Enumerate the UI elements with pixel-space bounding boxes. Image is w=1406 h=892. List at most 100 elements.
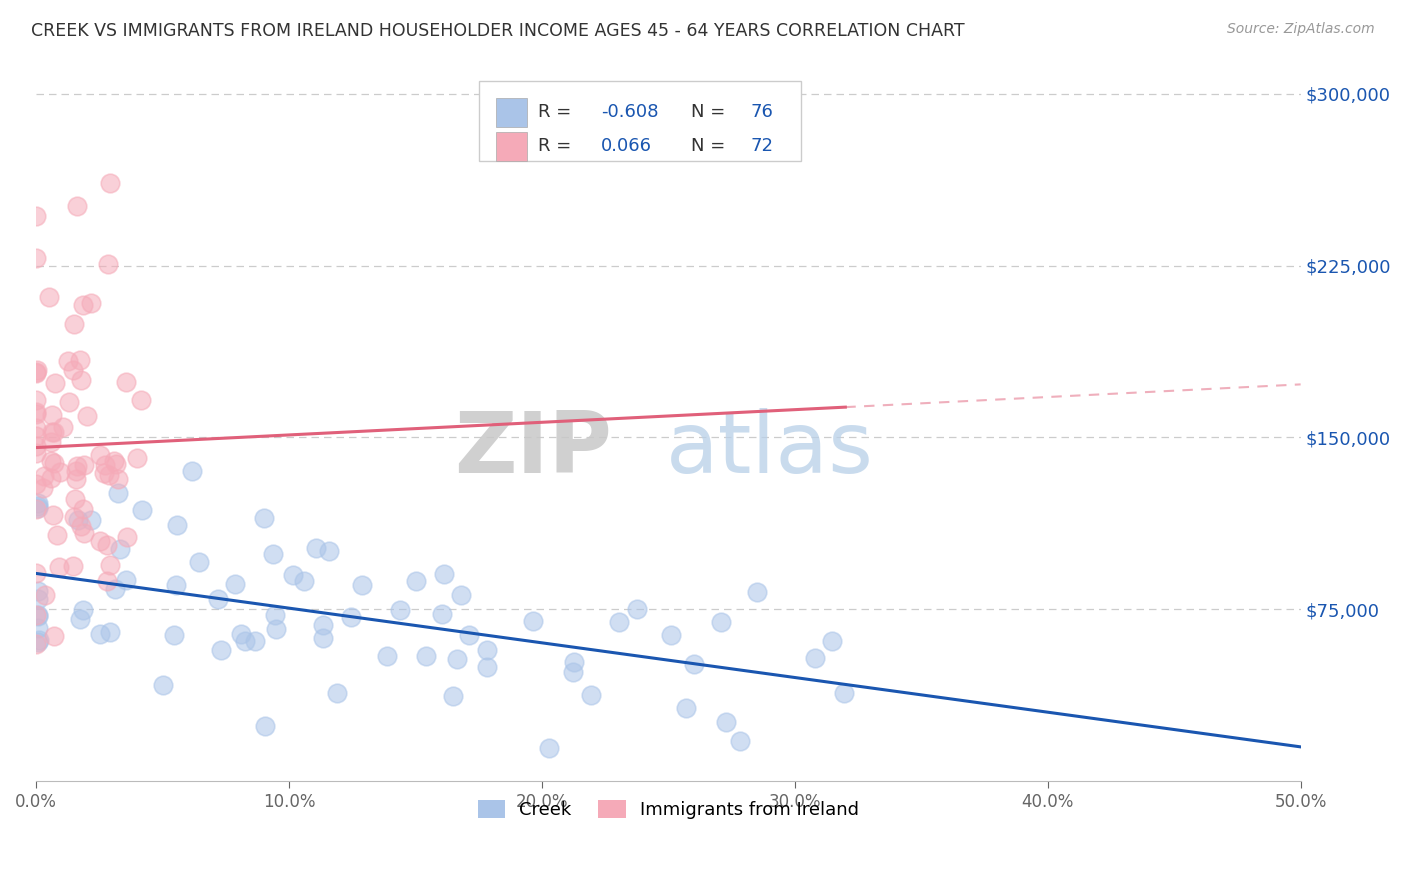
Point bbox=[58, 394, 80, 409]
Point bbox=[97, 257, 120, 271]
Point bbox=[98, 624, 121, 639]
Point bbox=[105, 458, 128, 472]
Text: CREEK VS IMMIGRANTS FROM IRELAND HOUSEHOLDER INCOME AGES 45 - 64 YEARS CORRELATI: CREEK VS IMMIGRANTS FROM IRELAND HOUSEHO… bbox=[31, 22, 965, 40]
Point bbox=[104, 582, 127, 597]
Point bbox=[458, 627, 481, 641]
Point bbox=[46, 528, 69, 542]
Point bbox=[27, 363, 49, 377]
FancyBboxPatch shape bbox=[478, 81, 801, 161]
Point bbox=[27, 608, 49, 623]
Point bbox=[66, 513, 89, 527]
Point bbox=[264, 622, 287, 636]
Point bbox=[62, 510, 84, 524]
Point bbox=[103, 454, 125, 468]
Point bbox=[607, 615, 630, 630]
Point bbox=[446, 652, 468, 666]
Text: ZIP: ZIP bbox=[454, 408, 612, 491]
Point bbox=[34, 588, 56, 602]
Point bbox=[93, 466, 115, 480]
Point bbox=[65, 472, 87, 486]
Point bbox=[42, 629, 65, 643]
Point bbox=[25, 210, 48, 224]
Point bbox=[25, 502, 48, 516]
Point bbox=[747, 584, 769, 599]
Point bbox=[340, 610, 363, 624]
Point bbox=[659, 628, 682, 642]
Point bbox=[69, 519, 91, 533]
Point bbox=[312, 617, 335, 632]
Point bbox=[41, 435, 63, 450]
Point bbox=[430, 607, 453, 621]
Point bbox=[80, 296, 103, 310]
Point bbox=[107, 472, 129, 486]
Point bbox=[188, 555, 211, 569]
Point bbox=[32, 468, 55, 483]
Point bbox=[209, 643, 232, 657]
Point bbox=[98, 176, 121, 190]
Point bbox=[165, 578, 187, 592]
Point bbox=[39, 453, 62, 467]
Point bbox=[27, 496, 49, 510]
FancyBboxPatch shape bbox=[496, 132, 527, 161]
Point bbox=[41, 408, 63, 422]
Point bbox=[76, 409, 98, 423]
Text: Source: ZipAtlas.com: Source: ZipAtlas.com bbox=[1227, 22, 1375, 37]
Legend: Creek, Immigrants from Ireland: Creek, Immigrants from Ireland bbox=[471, 792, 866, 826]
Point bbox=[42, 425, 65, 440]
Point bbox=[27, 499, 49, 513]
Point bbox=[94, 458, 117, 472]
Point bbox=[475, 642, 498, 657]
Point bbox=[318, 544, 340, 558]
Point bbox=[69, 612, 91, 626]
Point bbox=[804, 650, 827, 665]
Point bbox=[127, 450, 149, 465]
Point bbox=[96, 574, 118, 588]
Text: N =: N = bbox=[692, 137, 731, 155]
Point bbox=[62, 558, 84, 573]
Point bbox=[69, 374, 91, 388]
Point bbox=[832, 686, 855, 700]
Point bbox=[25, 407, 48, 421]
Point bbox=[224, 576, 246, 591]
Point bbox=[522, 614, 544, 628]
Point bbox=[231, 626, 253, 640]
Point bbox=[42, 508, 65, 523]
Point bbox=[65, 465, 87, 479]
Point bbox=[25, 607, 48, 622]
Point bbox=[66, 199, 89, 213]
Point bbox=[25, 365, 48, 379]
Point bbox=[450, 588, 472, 602]
Point bbox=[264, 607, 287, 622]
Point bbox=[69, 353, 91, 368]
Point bbox=[292, 574, 315, 588]
Point bbox=[716, 714, 738, 729]
Point bbox=[180, 464, 202, 478]
Point bbox=[821, 634, 844, 648]
Point bbox=[89, 627, 111, 641]
Point bbox=[129, 392, 152, 407]
Point bbox=[41, 471, 63, 485]
Point bbox=[41, 425, 63, 439]
Point bbox=[27, 500, 49, 515]
Point bbox=[579, 688, 602, 702]
Point bbox=[163, 628, 186, 642]
Text: 0.066: 0.066 bbox=[602, 137, 652, 155]
Point bbox=[25, 366, 48, 380]
Point bbox=[281, 568, 304, 582]
Point bbox=[25, 637, 48, 651]
Point bbox=[352, 578, 374, 592]
Text: R =: R = bbox=[538, 103, 576, 121]
Point bbox=[108, 541, 131, 556]
Point bbox=[262, 547, 284, 561]
Point bbox=[48, 559, 70, 574]
Point bbox=[475, 659, 498, 673]
Point bbox=[72, 297, 94, 311]
Point bbox=[72, 603, 94, 617]
Point bbox=[305, 541, 328, 556]
Point bbox=[562, 655, 585, 669]
Point bbox=[25, 566, 48, 580]
Point bbox=[207, 591, 229, 606]
Point bbox=[27, 584, 49, 599]
Point bbox=[25, 477, 48, 491]
Point bbox=[80, 513, 103, 527]
